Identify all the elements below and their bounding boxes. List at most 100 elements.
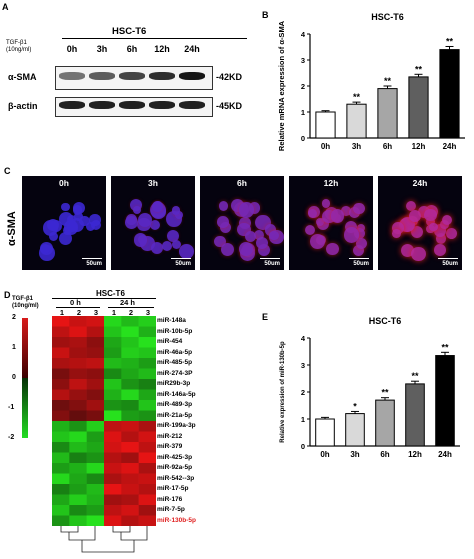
- heatmap-cell: [52, 463, 70, 474]
- cell-nucleus: [245, 230, 257, 242]
- cell-nucleus: [269, 230, 279, 241]
- heatmap-cell: [52, 515, 70, 526]
- confocal-time-label-3: 12h: [323, 178, 339, 188]
- heatmap-cell: [52, 326, 70, 338]
- cell-nucleus: [405, 200, 417, 212]
- heatmap-cell: [121, 410, 139, 422]
- heatmap-cell: [121, 442, 139, 453]
- cell-nucleus: [315, 217, 324, 226]
- heatmap-cell: [121, 389, 139, 401]
- heatmap-cell: [138, 347, 156, 359]
- heatmap-cell: [52, 358, 70, 369]
- chart-b-ytick-label-1: 1: [301, 108, 305, 117]
- cell-nucleus: [46, 218, 59, 232]
- scale-bar-label-0: 50um: [86, 261, 102, 267]
- heatmap-group-line-0h: [56, 307, 100, 308]
- chart-e-ylabel: Relative expression of miR-130b-5p: [280, 341, 286, 443]
- chart-b-bar-1: [346, 103, 367, 139]
- heatmap-cell: [86, 494, 105, 506]
- chart-b-xtick-label-2: 6h: [383, 142, 392, 151]
- heatmap-cell: [138, 316, 156, 327]
- heatmap-group-24h: 24 h: [120, 298, 136, 307]
- heatmap-cell: [52, 484, 70, 495]
- wb-timepoint-4: 24h: [184, 44, 200, 54]
- cell-nucleus: [49, 231, 59, 241]
- cell-nucleus: [434, 244, 446, 256]
- heatmap-cell: [69, 442, 87, 453]
- chart-b-xtick-label-1: 3h: [352, 142, 361, 151]
- cell-nucleus: [256, 237, 269, 250]
- cell-nucleus: [330, 209, 344, 223]
- chart-e-sig-3: **: [411, 371, 419, 381]
- confocal-stain-label: α-SMA: [6, 211, 18, 246]
- cell-nucleus: [133, 233, 148, 247]
- scale-bar: [171, 258, 191, 259]
- heatmap-cell: [121, 431, 139, 443]
- cell-nucleus: [72, 204, 83, 215]
- heatmap-mirna-label-2: miR-454: [157, 338, 183, 346]
- chart-e-ytick-label-2: 2: [301, 388, 305, 397]
- scale-bar: [438, 258, 458, 259]
- wb-band-bactin-2: [119, 101, 145, 109]
- cell-nucleus: [326, 242, 339, 256]
- chart-e-xtick-label-2: 6h: [380, 450, 389, 459]
- heatmap-cell: [86, 389, 105, 401]
- chart-e-xtick-label-3: 12h: [408, 450, 422, 459]
- heatmap-cell: [69, 494, 87, 506]
- heatmap-cell: [86, 515, 105, 526]
- cell-nucleus: [63, 219, 79, 235]
- chart-b-bar-2: [377, 88, 398, 139]
- heatmap-cell: [138, 410, 156, 422]
- wb-band-bactin-4: [179, 101, 205, 109]
- heatmap-cell: [138, 463, 156, 474]
- heatmap-legend-tick-4: -2: [8, 434, 15, 441]
- heatmap-mirna-label-19: miR-130b-5p: [157, 516, 197, 524]
- heatmap-cell: [52, 368, 70, 380]
- heatmap-cell: [104, 484, 122, 495]
- chart-b-xtick-label-3: 12h: [412, 142, 426, 151]
- cell-nucleus: [343, 227, 360, 244]
- heatmap-cell: [104, 410, 122, 422]
- chart-b-sig-2: **: [384, 76, 392, 86]
- heatmap-cell: [138, 379, 156, 390]
- heatmap-cell: [69, 515, 87, 526]
- confocal-image-2: 6h 50um: [200, 176, 284, 270]
- heatmap-cell: [138, 326, 156, 338]
- heatmap-cell: [69, 379, 87, 390]
- heatmap-cell: [69, 389, 87, 401]
- heatmap-replicate-5: 3: [145, 308, 151, 317]
- wb-band-asma-0: [59, 72, 85, 80]
- heatmap-mirna-label-1: miR-10b-5p: [157, 327, 193, 335]
- cell-nucleus: [152, 201, 164, 213]
- scale-bar: [349, 258, 369, 259]
- cell-nucleus: [125, 215, 139, 229]
- heatmap-color-legend: [22, 318, 28, 438]
- cell-nucleus: [132, 206, 141, 215]
- wb-band-asma-3: [149, 72, 175, 80]
- heatmap-cell: [138, 515, 156, 526]
- cell-nucleus: [321, 199, 330, 208]
- heatmap-cell: [104, 368, 122, 380]
- heatmap-cell: [69, 473, 87, 485]
- heatmap-mirna-label-11: miR-212: [157, 432, 183, 440]
- heatmap-legend-tick-3: -1: [8, 404, 15, 411]
- heatmap-dendrogram: [60, 526, 148, 553]
- cell-nucleus: [254, 229, 265, 241]
- cell-nucleus: [264, 224, 277, 236]
- heatmap-cell: [121, 326, 139, 338]
- heatmap-legend-tick-2: 0: [12, 374, 16, 381]
- heatmap-cell: [138, 473, 156, 485]
- heatmap-mirna-label-10: miR-199a-3p: [157, 422, 196, 430]
- wb-timepoint-3: 12h: [154, 44, 170, 54]
- chart-e-bar-1: [345, 413, 365, 447]
- heatmap-cell: [104, 337, 122, 348]
- cell-nucleus: [307, 208, 317, 218]
- chart-e-xtick-label-1: 3h: [350, 450, 359, 459]
- heatmap-cell: [86, 463, 105, 474]
- heatmap-cell: [86, 400, 105, 411]
- heatmap-cell: [121, 494, 139, 506]
- heatmap-replicate-2: 3: [93, 308, 99, 317]
- cell-nucleus: [392, 222, 404, 234]
- cell-nucleus: [436, 233, 447, 244]
- heatmap-cell: [104, 473, 122, 485]
